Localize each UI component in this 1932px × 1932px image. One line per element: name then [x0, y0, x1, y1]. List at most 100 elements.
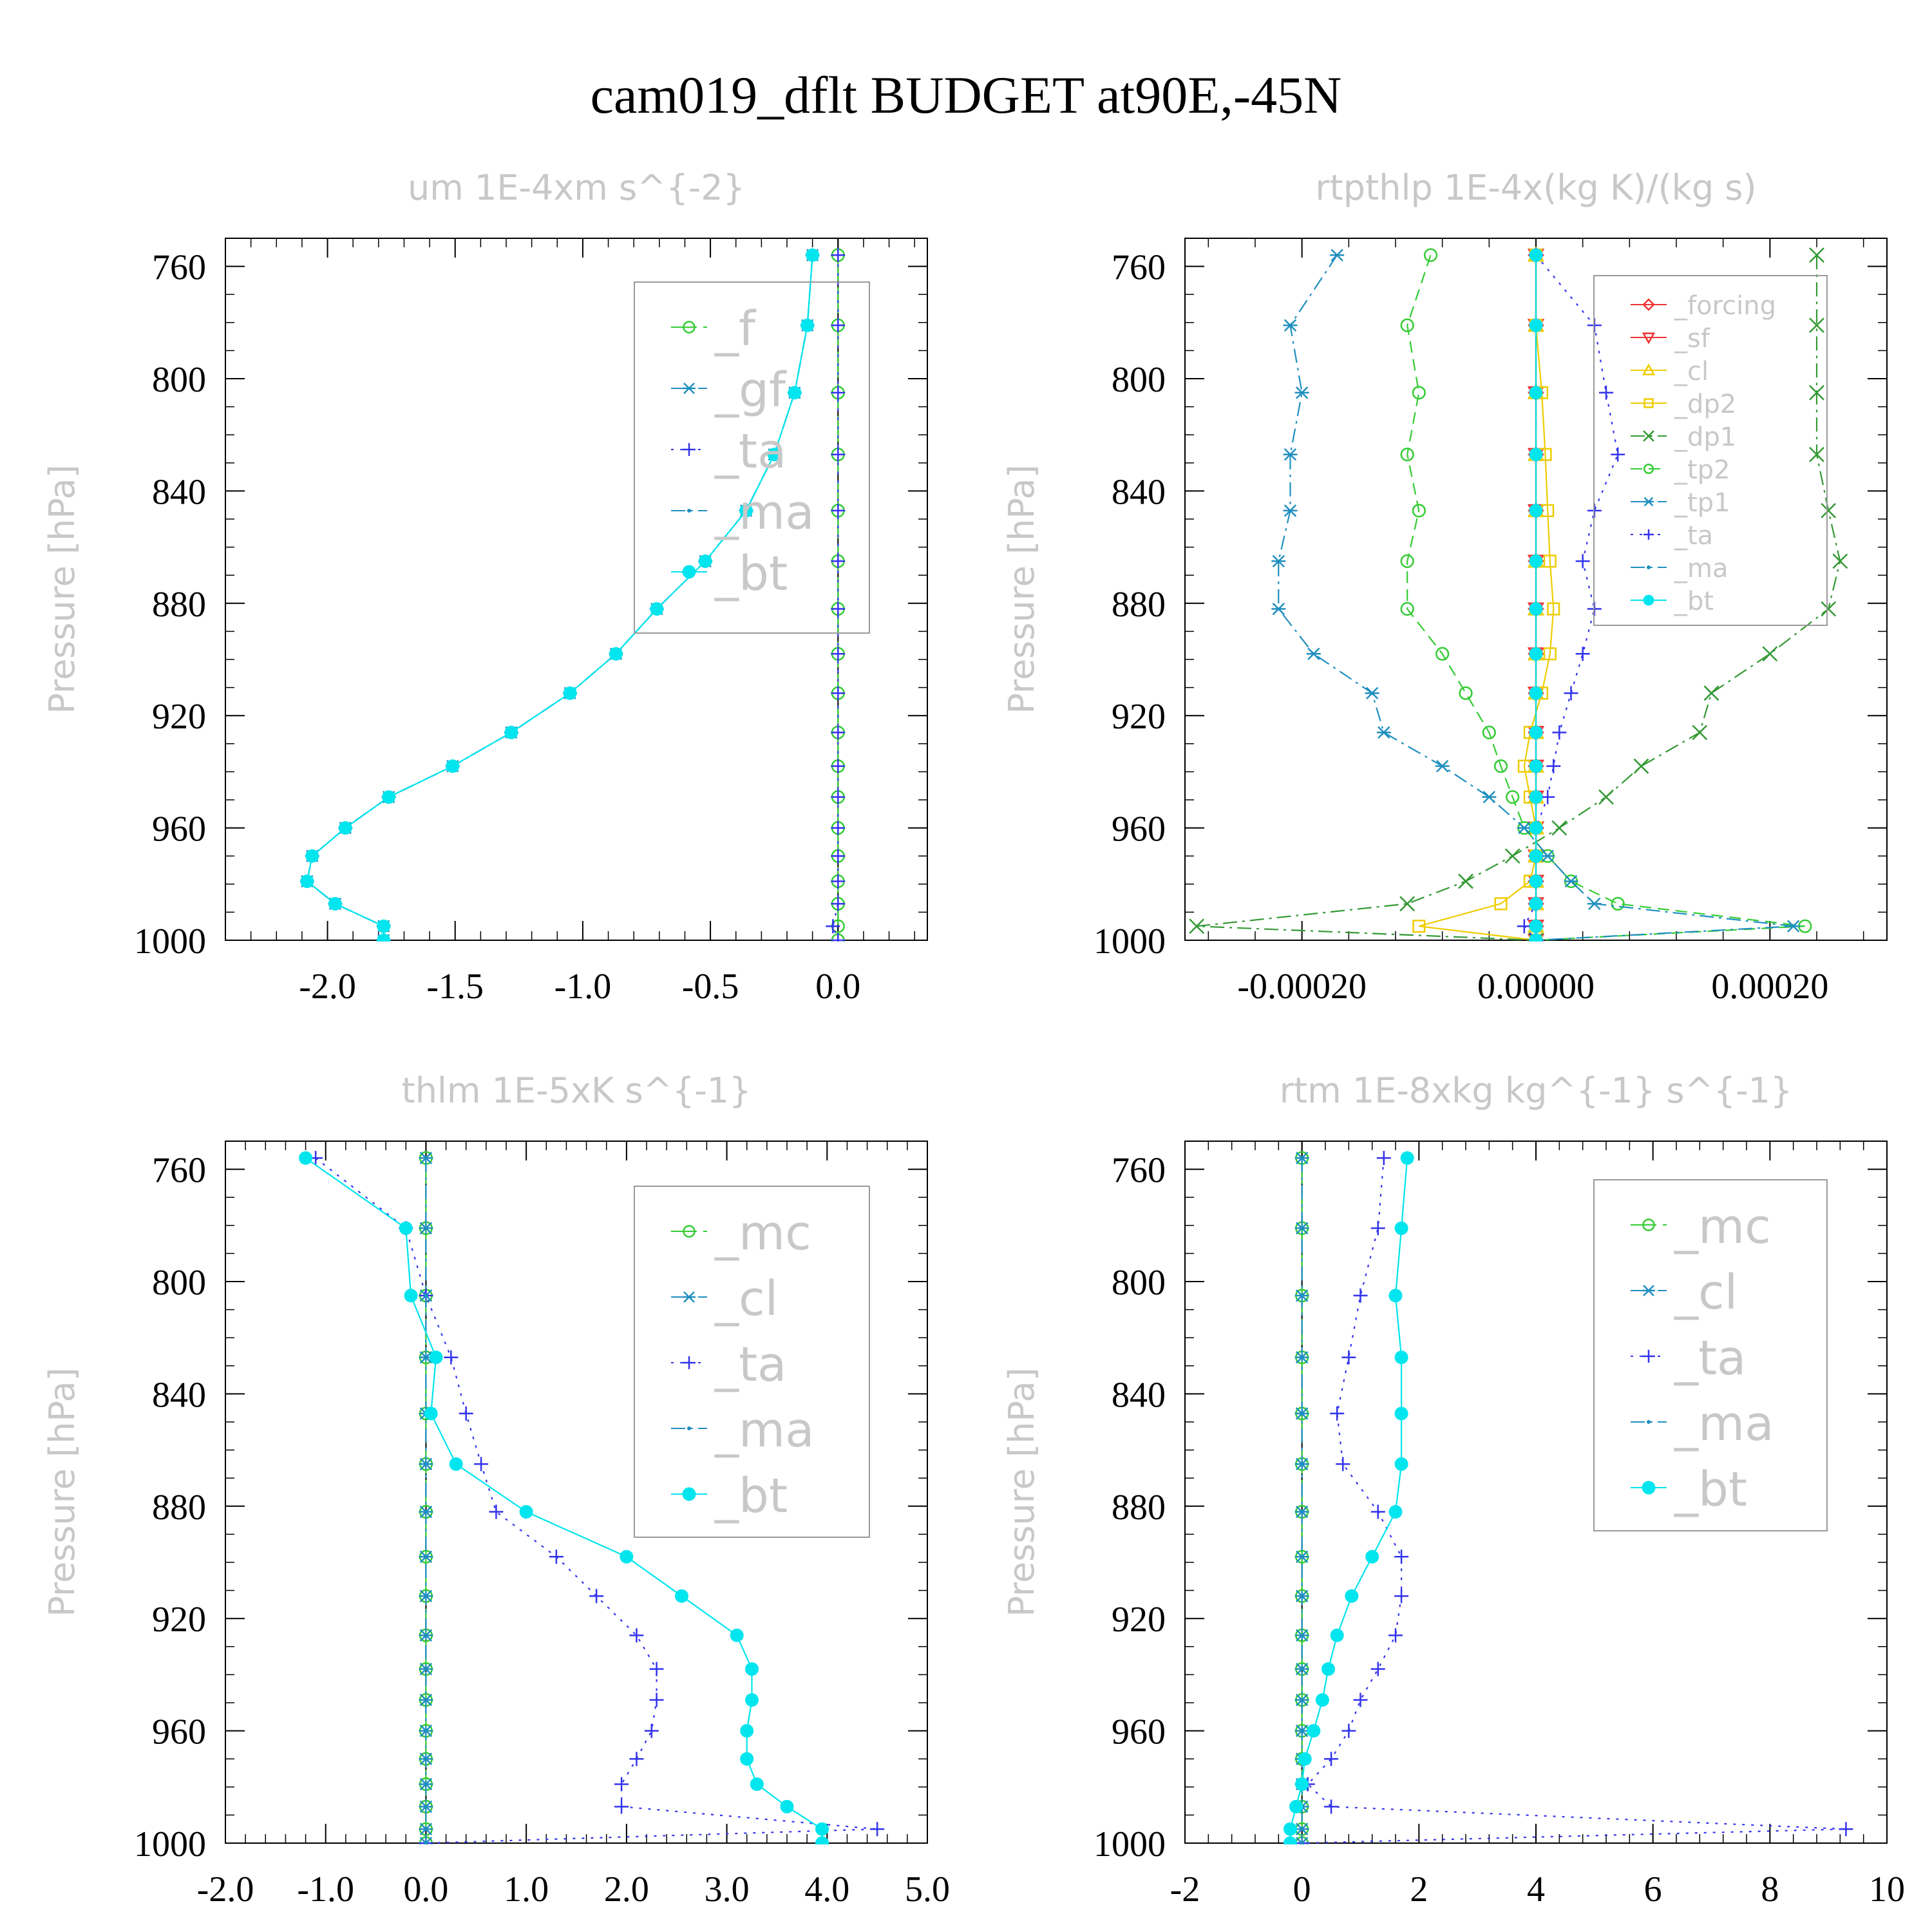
data-point: [629, 1628, 644, 1643]
data-point: [788, 386, 802, 400]
data-point: [1295, 1777, 1309, 1791]
data-point: [1506, 790, 1520, 804]
data-point: [1529, 647, 1543, 661]
data-point: [1330, 1406, 1345, 1421]
data-point: [563, 686, 577, 700]
data-point: [1529, 686, 1543, 700]
data-point: [429, 1350, 443, 1365]
data-point: [1300, 1633, 1304, 1638]
x-tick-label: 3.0: [705, 1870, 750, 1909]
legend-label: _cl: [714, 1271, 778, 1327]
data-point: [1529, 896, 1543, 911]
data-point: [698, 554, 712, 568]
legend-swatch-marker: [683, 383, 696, 394]
legend-swatch-marker: [687, 1426, 691, 1430]
data-point: [1330, 249, 1345, 261]
series-ta: [826, 248, 846, 942]
data-point: [424, 1510, 428, 1514]
data-point: [1271, 602, 1286, 616]
data-point: [1529, 759, 1543, 773]
legend-label: _ma: [714, 1403, 814, 1458]
data-point: [1283, 1822, 1297, 1836]
data-point: [1543, 554, 1557, 568]
y-tick-label: 800: [152, 360, 206, 400]
data-point: [831, 248, 846, 263]
data-point: [328, 896, 342, 911]
data-point: [1294, 386, 1309, 399]
data-point: [424, 1667, 428, 1671]
data-point: [1315, 1693, 1329, 1707]
data-point: [831, 647, 846, 661]
data-point: [1529, 849, 1543, 863]
x-tick-label: -2: [1170, 1870, 1200, 1909]
data-point: [1412, 920, 1426, 933]
data-point: [377, 933, 391, 942]
x-tick-label: -0.00020: [1237, 967, 1367, 1007]
data-point: [1370, 1662, 1385, 1676]
x-tick-label: -2.0: [197, 1870, 254, 1909]
legend-swatch-marker: [1642, 1218, 1655, 1231]
data-point: [549, 1549, 564, 1564]
data-point: [1300, 1355, 1304, 1359]
data-point: [1412, 504, 1426, 518]
legend-swatch-marker: [1643, 398, 1654, 408]
data-point: [1459, 686, 1473, 700]
y-tick-label: 1000: [134, 1824, 206, 1864]
panel-title: rtm 1E-8xkg kg^{-1} s^{-1}: [1280, 1070, 1793, 1111]
data-point: [1394, 1406, 1408, 1421]
data-point: [650, 602, 664, 616]
legend-label: _dp1: [1674, 422, 1736, 452]
data-point: [629, 1752, 644, 1766]
data-point: [1564, 686, 1578, 701]
data-point: [780, 1799, 794, 1814]
data-point: [1394, 1350, 1408, 1365]
data-point: [1529, 919, 1543, 933]
legend-swatch-marker: [687, 509, 691, 513]
data-point: [1412, 386, 1426, 400]
legend-swatch-marker: [1647, 1420, 1651, 1424]
legend-label: _ta: [714, 424, 786, 479]
data-point: [424, 1462, 428, 1466]
data-point: [1493, 759, 1508, 773]
data-point: [806, 248, 820, 262]
data-point: [1400, 601, 1414, 616]
legend-box: [1593, 1179, 1828, 1531]
panel-4: 760 800 840 880 920 960 1000-2 0 2 4 6 8 10 rtm 1E-8x…: [1001, 1070, 1905, 1909]
data-point: [1300, 1841, 1304, 1844]
legend-label: _ma: [1674, 1396, 1774, 1452]
data-point: [474, 1457, 489, 1472]
data-point: [1435, 647, 1450, 661]
data-point: [338, 821, 352, 835]
data-point: [1599, 385, 1613, 400]
data-point: [1543, 647, 1557, 661]
panel-3: 760 800 840 880 920 960 1000 -2.0 -1.0 0.0 1.0 2.0 3…: [42, 1070, 950, 1909]
data-point: [1529, 874, 1543, 888]
data-point: [1336, 1457, 1350, 1472]
data-point: [1809, 446, 1824, 462]
y-tick-label: 880: [1112, 1488, 1166, 1528]
x-tick-label: 2.0: [604, 1870, 649, 1909]
legend-label: _mc: [1674, 1199, 1771, 1255]
legend: _f _gf _ta _ma _bt: [634, 281, 870, 634]
data-point: [1388, 1505, 1403, 1519]
plot-area: [1283, 1151, 1853, 1844]
data-point: [1703, 685, 1719, 701]
data-point: [1341, 1723, 1356, 1738]
data-point: [424, 1757, 428, 1761]
legend-swatch-marker: [682, 1487, 696, 1501]
data-point: [609, 647, 623, 661]
data-point: [1300, 1698, 1304, 1702]
legend: _forcing_sf _cl _dp2 _dp1_tp2_tp1_ta _ma _bt: [1593, 275, 1828, 626]
legend-box: [634, 281, 870, 634]
legend-swatch-marker: [1642, 332, 1656, 345]
data-point: [1529, 504, 1543, 518]
data-point: [831, 874, 846, 889]
y-axis-label: Pressure [hPa]: [42, 1367, 82, 1616]
y-tick-label: 1000: [134, 922, 206, 961]
y-tick-label: 880: [152, 585, 206, 625]
data-point: [1423, 248, 1438, 262]
data-point: [1482, 725, 1496, 739]
data-point: [1611, 896, 1625, 911]
series-line: [1406, 254, 1805, 942]
data-point: [1633, 758, 1649, 774]
